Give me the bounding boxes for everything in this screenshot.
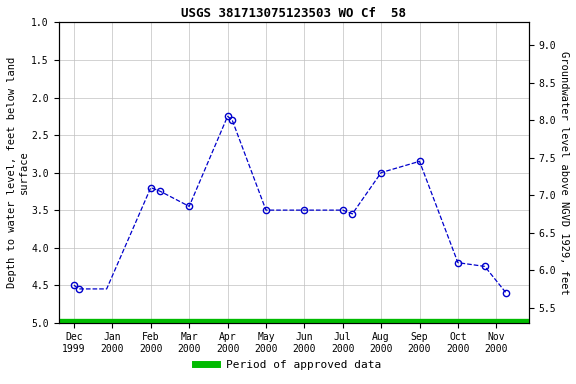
Title: USGS 381713075123503 WO Cf  58: USGS 381713075123503 WO Cf 58 <box>181 7 406 20</box>
Y-axis label: Groundwater level above NGVD 1929, feet: Groundwater level above NGVD 1929, feet <box>559 51 569 295</box>
Legend: Period of approved data: Period of approved data <box>191 356 385 375</box>
Y-axis label: Depth to water level, feet below land
surface: Depth to water level, feet below land su… <box>7 57 29 288</box>
